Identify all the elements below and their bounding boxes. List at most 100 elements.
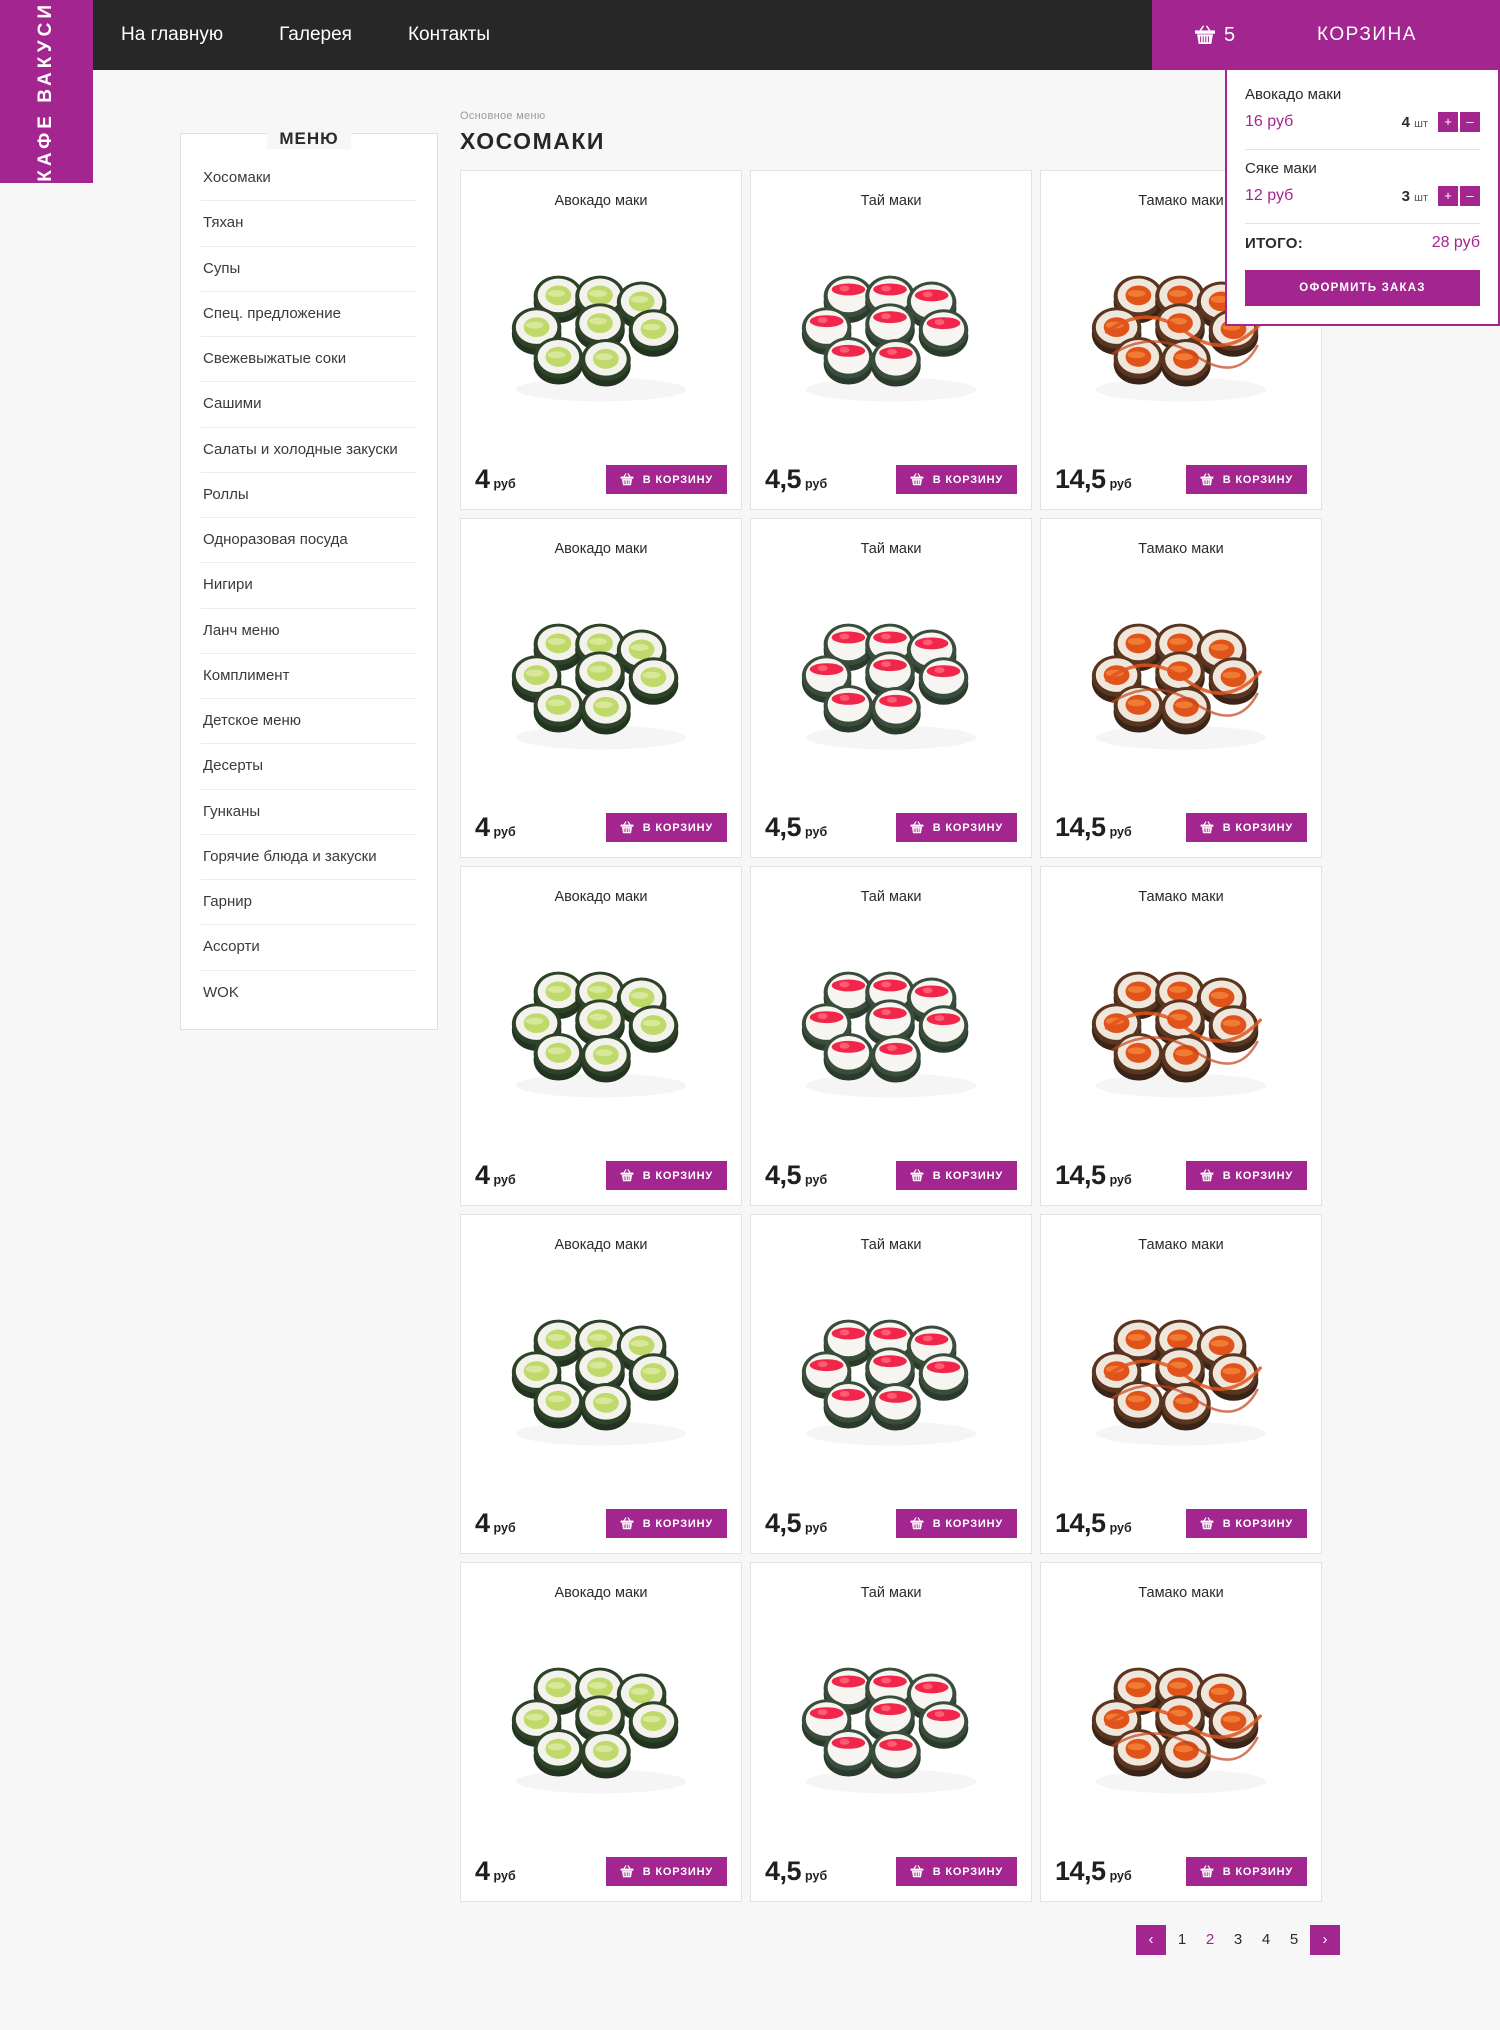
price-currency: руб <box>493 1173 516 1187</box>
cart-decrease-button[interactable]: – <box>1460 112 1480 132</box>
product-image-tamako <box>1041 1601 1321 1856</box>
product-card[interactable]: Авокадо маки <box>460 866 742 1206</box>
product-title: Авокадо маки <box>554 541 648 557</box>
nav-item-gallery[interactable]: Галерея <box>279 24 352 45</box>
sidebar-item-14[interactable]: Десерты <box>201 744 417 790</box>
sidebar-item-3[interactable]: Супы <box>201 247 417 292</box>
sidebar-item-4[interactable]: Спец. предложение <box>201 292 417 337</box>
product-price: 4 руб <box>475 1160 516 1190</box>
product-image-avocado <box>461 557 741 812</box>
product-card[interactable]: Тамако маки <box>1040 1214 1322 1554</box>
add-to-cart-button[interactable]: В КОРЗИНУ <box>605 813 727 842</box>
sidebar-item-5[interactable]: Свежевыжатые соки <box>201 337 417 383</box>
product-card[interactable]: Тай маки <box>750 170 1032 510</box>
sidebar-item-12[interactable]: Комплимент <box>201 654 417 699</box>
price-currency: руб <box>805 1869 828 1883</box>
cart-item-count: 5 <box>1224 23 1236 46</box>
pagination-prev-button[interactable]: ‹ <box>1136 1925 1166 1955</box>
cart-item-quantity: 3 шт <box>1401 187 1428 205</box>
add-to-cart-label: В КОРЗИНУ <box>1222 1517 1293 1530</box>
add-to-cart-button[interactable]: В КОРЗИНУ <box>1185 813 1307 842</box>
cart-total-value: 28 руб <box>1431 234 1480 251</box>
add-to-cart-button[interactable]: В КОРЗИНУ <box>605 1161 727 1190</box>
add-to-cart-label: В КОРЗИНУ <box>932 473 1003 486</box>
product-title: Авокадо маки <box>554 193 648 209</box>
cart-increase-button[interactable]: + <box>1438 186 1458 206</box>
sidebar-item-1[interactable]: Хосомаки <box>201 156 417 202</box>
add-to-cart-button[interactable]: В КОРЗИНУ <box>895 1857 1017 1886</box>
product-card[interactable]: Тамако маки <box>1040 866 1322 1206</box>
product-card[interactable]: Тамако маки <box>1040 170 1322 510</box>
add-to-cart-button[interactable]: В КОРЗИНУ <box>1185 1161 1307 1190</box>
sidebar-item-8[interactable]: Роллы <box>201 473 417 518</box>
product-card[interactable]: Тай маки <box>750 1214 1032 1554</box>
cart-title-label: КОРЗИНА <box>1317 24 1417 45</box>
cart-total-label: ИТОГО: <box>1245 234 1304 252</box>
pagination-page-2[interactable]: 2 <box>1205 1931 1215 1948</box>
cart-decrease-button[interactable]: – <box>1460 186 1480 206</box>
cart-increase-button[interactable]: + <box>1438 112 1458 132</box>
pagination-page-1[interactable]: 1 <box>1177 1931 1187 1948</box>
product-card[interactable]: Авокадо маки <box>460 170 742 510</box>
price-currency: руб <box>1109 1173 1132 1187</box>
product-image-tai <box>751 1253 1031 1508</box>
sidebar-item-18[interactable]: Ассорти <box>201 925 417 971</box>
product-card[interactable]: Авокадо маки <box>460 1562 742 1902</box>
add-to-cart-button[interactable]: В КОРЗИНУ <box>895 1161 1017 1190</box>
sidebar-item-9[interactable]: Одноразовая посуда <box>201 518 417 564</box>
cart-toggle-button[interactable]: 5 КОРЗИНА <box>1152 0 1500 70</box>
add-to-cart-button[interactable]: В КОРЗИНУ <box>1185 465 1307 494</box>
sidebar-item-7[interactable]: Салаты и холодные закуски <box>201 428 417 473</box>
product-card[interactable]: Авокадо маки <box>460 518 742 858</box>
product-card[interactable]: Тамако маки <box>1040 1562 1322 1902</box>
product-price: 14,5 руб <box>1055 812 1132 842</box>
add-to-cart-button[interactable]: В КОРЗИНУ <box>605 1509 727 1538</box>
product-image-tai <box>751 209 1031 464</box>
nav-item-contacts[interactable]: Контакты <box>407 24 491 45</box>
product-card[interactable]: Тай маки <box>750 866 1032 1206</box>
site-logo[interactable]: КАФЕ ВАКУСИ <box>0 0 93 183</box>
sidebar-item-11[interactable]: Ланч меню <box>201 609 417 654</box>
product-card[interactable]: Тамако маки <box>1040 518 1322 858</box>
add-to-cart-button[interactable]: В КОРЗИНУ <box>1185 1857 1307 1886</box>
nav-item-home[interactable]: На главную <box>121 24 224 45</box>
pagination-next-button[interactable]: › <box>1310 1925 1340 1955</box>
sidebar-item-2[interactable]: Тяхан <box>201 201 417 247</box>
product-title: Тай маки <box>860 889 922 905</box>
add-to-cart-button[interactable]: В КОРЗИНУ <box>895 813 1017 842</box>
sidebar-item-6[interactable]: Сашими <box>201 382 417 428</box>
add-to-cart-button[interactable]: В КОРЗИНУ <box>1185 1509 1307 1538</box>
product-card[interactable]: Авокадо маки <box>460 1214 742 1554</box>
pagination-page-5[interactable]: 5 <box>1289 1931 1299 1948</box>
add-to-cart-button[interactable]: В КОРЗИНУ <box>605 465 727 494</box>
sidebar-item-15[interactable]: Гунканы <box>201 790 417 835</box>
cart-item-price: 12 руб <box>1245 187 1294 204</box>
sidebar-item-13[interactable]: Детское меню <box>201 699 417 745</box>
product-price: 4 руб <box>475 1856 516 1886</box>
sidebar-item-17[interactable]: Гарнир <box>201 880 417 926</box>
add-to-cart-button[interactable]: В КОРЗИНУ <box>605 1857 727 1886</box>
basket-icon <box>620 473 634 486</box>
checkout-button[interactable]: ОФОРМИТЬ ЗАКАЗ <box>1245 270 1480 306</box>
product-title: Тай маки <box>860 193 922 209</box>
product-card[interactable]: Тай маки <box>750 1562 1032 1902</box>
product-title: Тамако маки <box>1138 1237 1224 1253</box>
sidebar-item-16[interactable]: Горячие блюда и закуски <box>201 835 417 880</box>
sidebar-heading: МЕНЮ <box>201 122 417 156</box>
price-currency: руб <box>1109 1869 1132 1883</box>
price-currency: руб <box>1109 1521 1132 1535</box>
breadcrumb: Основное меню <box>460 110 546 122</box>
cart-item-name: Авокадо маки <box>1245 86 1342 103</box>
add-to-cart-button[interactable]: В КОРЗИНУ <box>895 1509 1017 1538</box>
sidebar-item-10[interactable]: Нигири <box>201 563 417 609</box>
product-title: Тамако маки <box>1138 541 1224 557</box>
add-to-cart-button[interactable]: В КОРЗИНУ <box>895 465 1017 494</box>
sidebar-item-19[interactable]: WOK <box>203 983 239 1001</box>
product-price: 14,5 руб <box>1055 464 1132 494</box>
product-card[interactable]: Тай маки <box>750 518 1032 858</box>
pagination-page-4[interactable]: 4 <box>1261 1931 1271 1948</box>
basket-icon <box>1200 1517 1214 1530</box>
logo-text: КАФЕ ВАКУСИ <box>35 1 57 182</box>
pagination-page-3[interactable]: 3 <box>1233 1931 1243 1948</box>
basket-icon <box>910 1169 924 1182</box>
